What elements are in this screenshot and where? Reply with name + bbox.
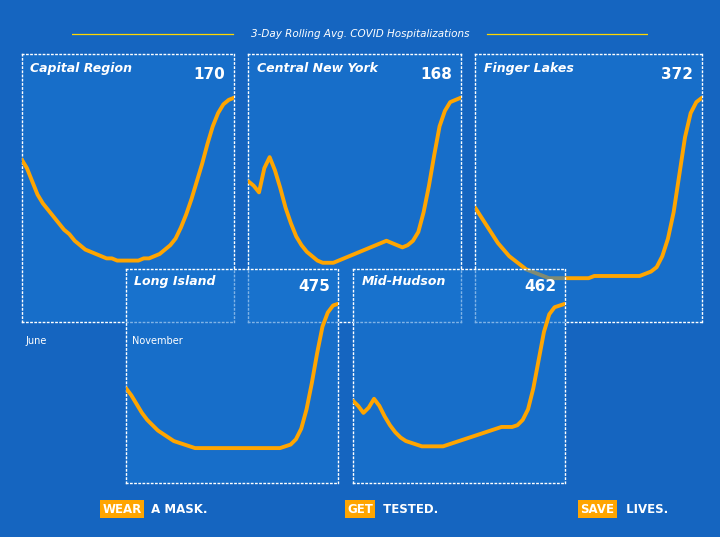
Text: Central New York: Central New York — [257, 62, 378, 75]
Text: 168: 168 — [420, 67, 452, 82]
Text: 170: 170 — [194, 67, 225, 82]
Text: June: June — [25, 336, 47, 346]
Text: WEAR: WEAR — [103, 503, 142, 516]
Text: 372: 372 — [661, 67, 693, 82]
Text: GET: GET — [347, 503, 373, 516]
Text: Mid-Hudson: Mid-Hudson — [361, 275, 446, 288]
Text: SAVE: SAVE — [580, 503, 615, 516]
Text: A MASK.: A MASK. — [147, 503, 207, 516]
Text: November: November — [132, 336, 183, 346]
Text: LIVES.: LIVES. — [622, 503, 668, 516]
Text: Long Island: Long Island — [135, 275, 216, 288]
Text: 3-Day Rolling Avg. COVID Hospitalizations: 3-Day Rolling Avg. COVID Hospitalization… — [251, 30, 469, 39]
Text: 462: 462 — [525, 279, 557, 294]
Text: TESTED.: TESTED. — [379, 503, 438, 516]
Text: 475: 475 — [298, 279, 330, 294]
Text: Capital Region: Capital Region — [30, 62, 132, 75]
Text: Finger Lakes: Finger Lakes — [485, 62, 574, 75]
